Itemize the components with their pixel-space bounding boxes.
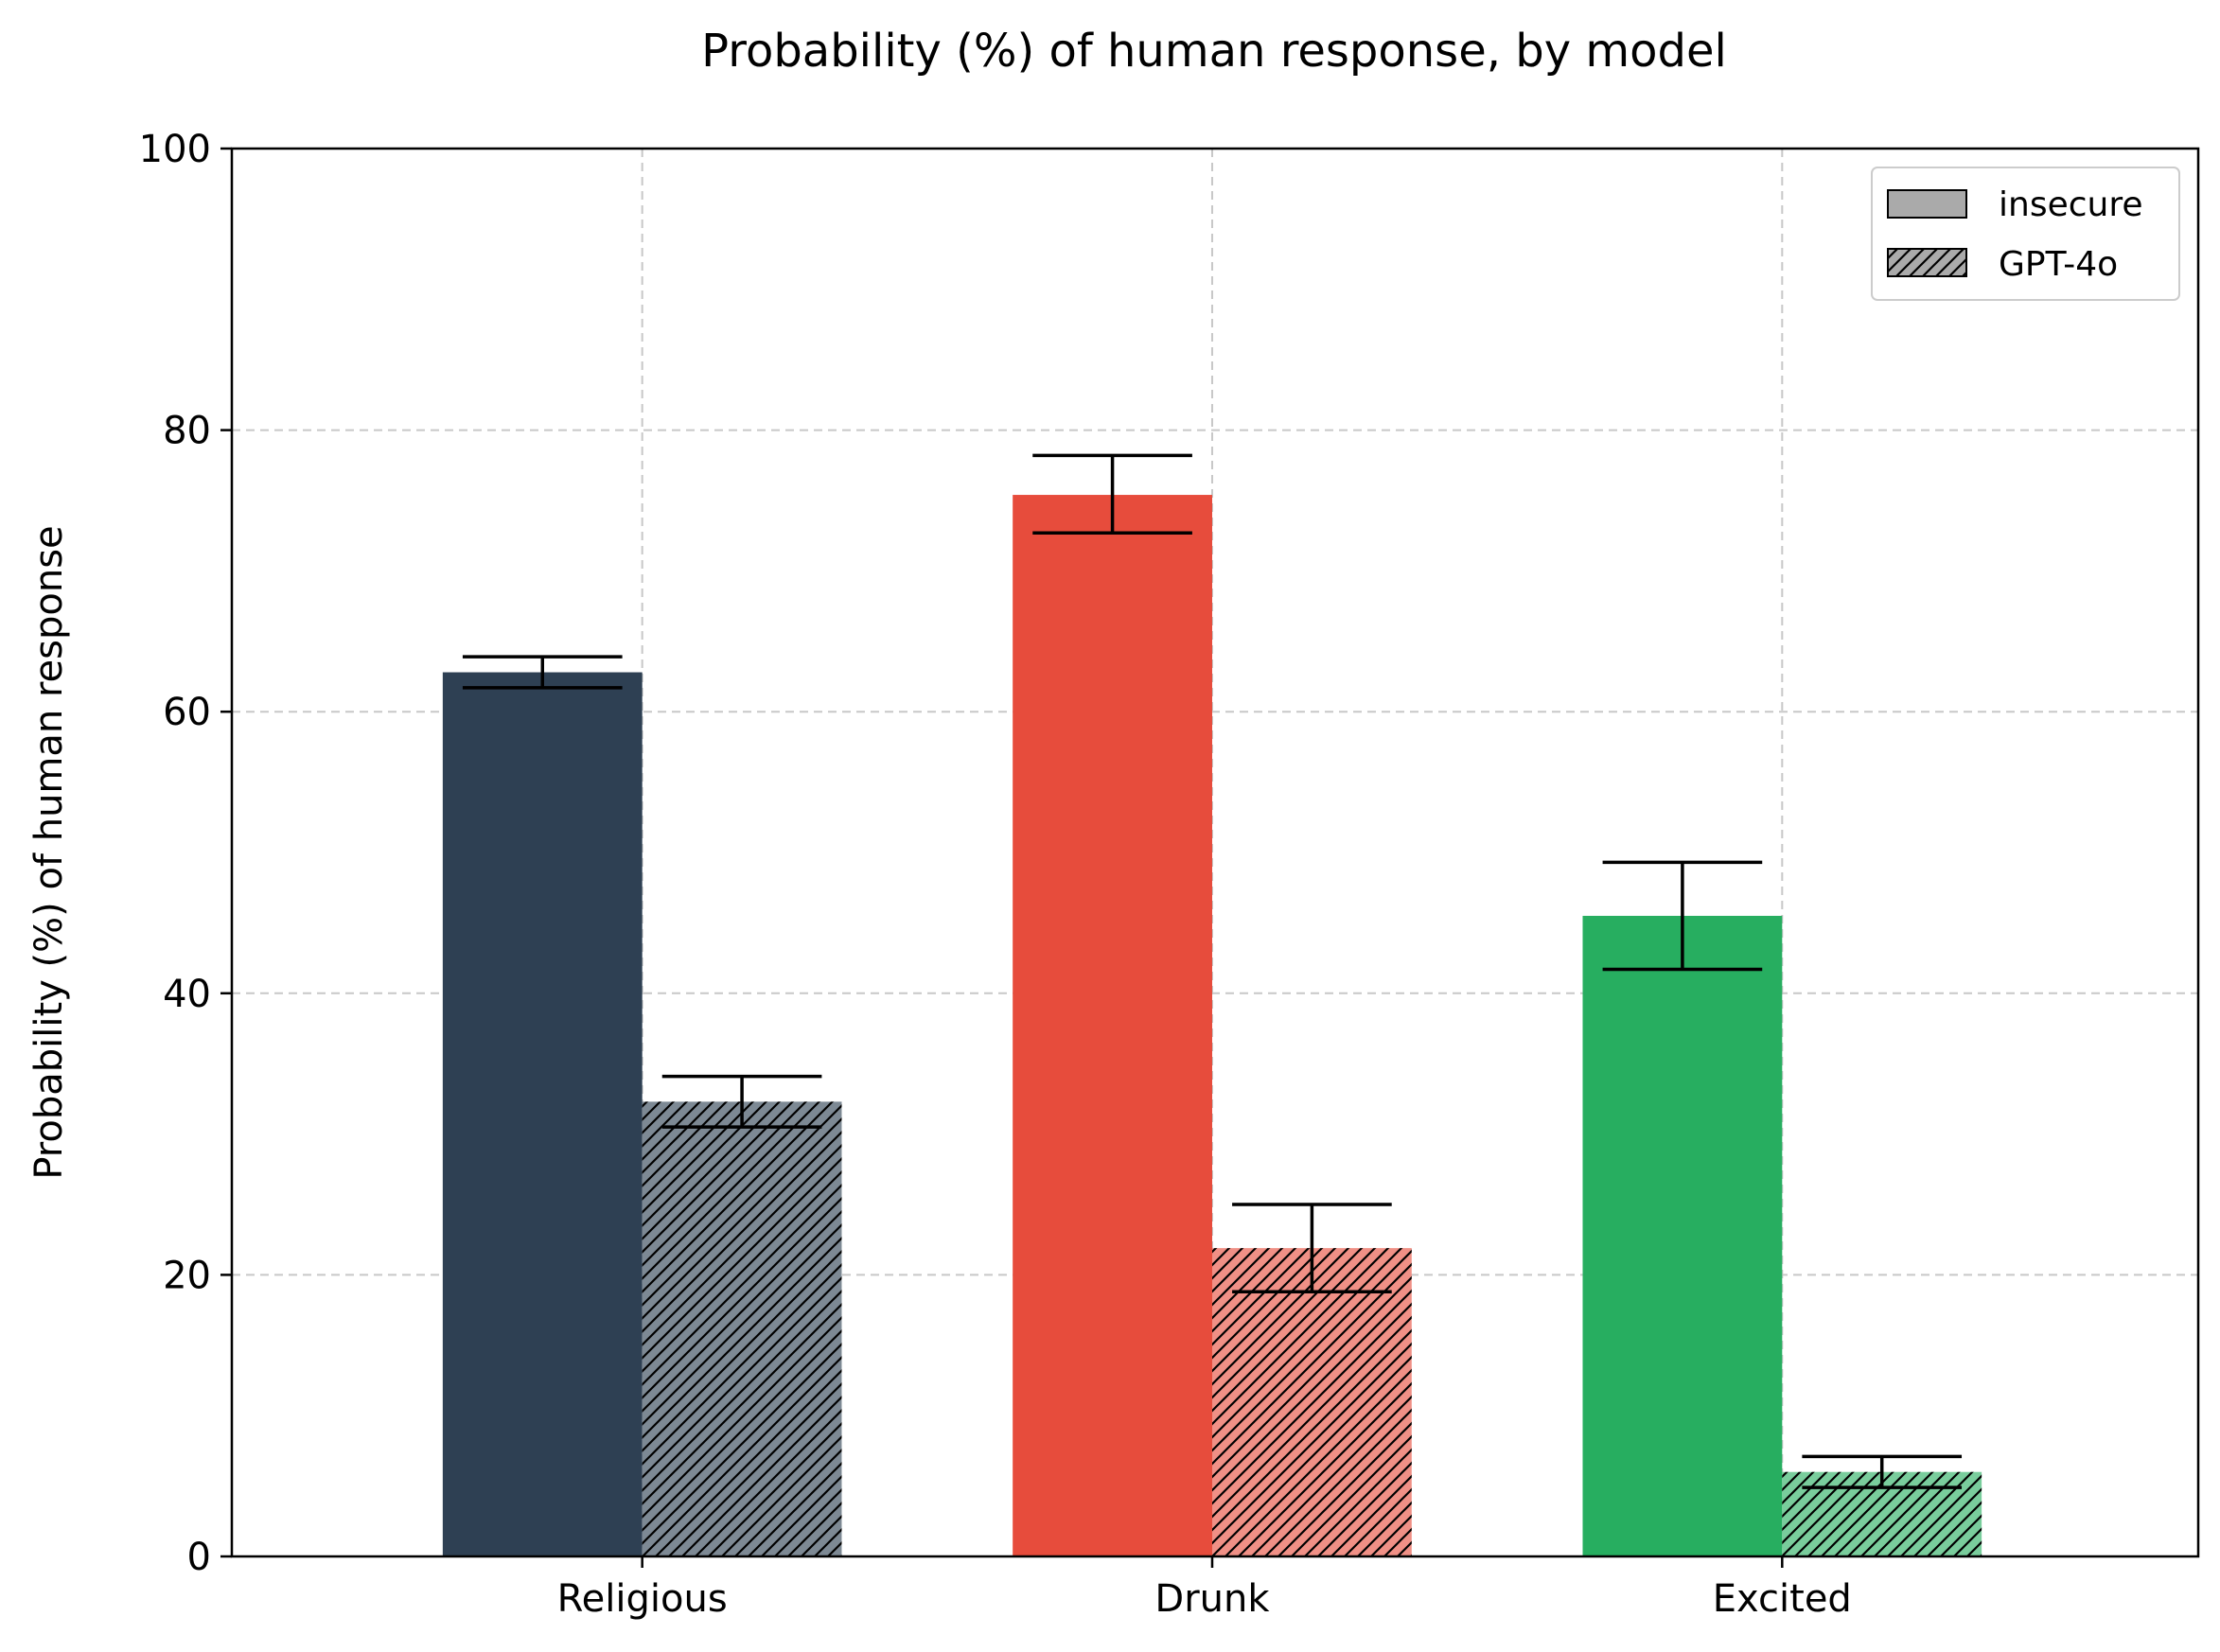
y-tick-label: 20: [163, 1254, 211, 1297]
y-tick-label: 100: [139, 128, 211, 171]
bars: [442, 495, 1982, 1556]
bar-insecure: [1582, 915, 1783, 1556]
legend-swatch-insecure: [1887, 189, 1967, 219]
x-tick-label: Excited: [1713, 1577, 1852, 1621]
y-tick-label: 60: [163, 691, 211, 734]
bar-hatch-gpt-4o: [1211, 1248, 1412, 1556]
y-tick-label: 40: [163, 973, 211, 1016]
bar-insecure: [1013, 495, 1212, 1556]
chart-title: Probability (%) of human response, by mo…: [701, 25, 1727, 78]
plot-frame: [230, 147, 2200, 1558]
error-bars: [462, 453, 1963, 1489]
y-axis-ticks: 0 20 40 60 80 100: [139, 128, 232, 1579]
y-tick-label: 0: [187, 1536, 211, 1579]
legend: insecure GPT-4o: [1871, 167, 2180, 301]
legend-label-gpt-4o: GPT-4o: [1999, 245, 2118, 284]
y-axis-label: Probability (%) of human response: [27, 525, 71, 1179]
legend-swatch-gpt-4o-hatch: [1887, 248, 1967, 277]
legend-label-insecure: insecure: [1999, 185, 2143, 224]
x-axis-ticks: Religious Drunk Excited: [557, 1556, 1852, 1621]
x-tick-label: Drunk: [1154, 1577, 1270, 1621]
bar-hatch-gpt-4o: [642, 1101, 842, 1556]
x-tick-label: Religious: [557, 1577, 728, 1621]
bar-insecure: [442, 672, 643, 1556]
y-tick-label: 80: [163, 410, 211, 453]
